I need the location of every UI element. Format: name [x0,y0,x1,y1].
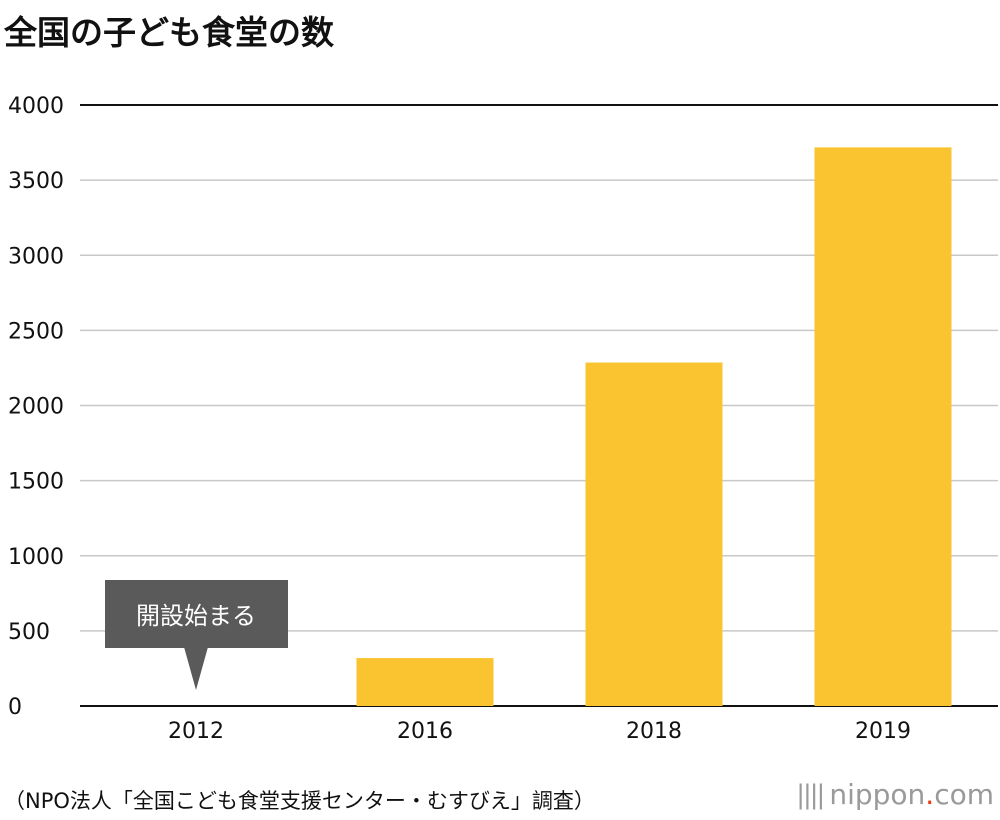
bar-2018 [585,362,723,706]
x-tick-label: 2019 [855,719,911,744]
bars [356,147,952,707]
x-tick-label: 2018 [626,719,682,744]
y-axis-tick-labels: 0 500 1000 1500 2000 2500 3000 3500 4000 [8,94,64,720]
annotation-callout: 開設始まる [105,580,288,690]
callout-box [105,580,288,648]
bar-2016 [356,658,494,706]
y-tick-label: 4000 [8,94,64,119]
source-note: （NPO法人「全国こども食堂支援センター・むすびえ」調査） [4,789,595,813]
y-tick-label: 0 [8,695,22,720]
logo-wordmark: nippon.com [829,778,994,811]
logo-dot: . [925,778,935,811]
x-tick-label: 2016 [397,719,453,744]
chart-title: 全国の子ども食堂の数 [4,13,334,52]
nippon-logo: |||| nippon.com [796,778,994,811]
callout-label: 開設始まる [136,602,256,630]
callout-pointer [184,647,208,690]
x-tick-label: 2012 [168,719,224,744]
y-tick-label: 1500 [8,470,64,495]
logo-tld: com [934,778,994,811]
y-tick-label: 3500 [8,169,64,194]
y-tick-label: 2000 [8,395,64,420]
y-tick-label: 3000 [8,244,64,269]
y-tick-label: 1000 [8,545,64,570]
vertical-bars-icon: |||| [796,779,825,810]
logo-name: nippon [829,778,926,811]
y-tick-label: 2500 [8,319,64,344]
x-axis-tick-labels: 2012 2016 2018 2019 [168,719,911,744]
bar-2019 [814,147,952,707]
y-tick-label: 500 [8,620,50,645]
